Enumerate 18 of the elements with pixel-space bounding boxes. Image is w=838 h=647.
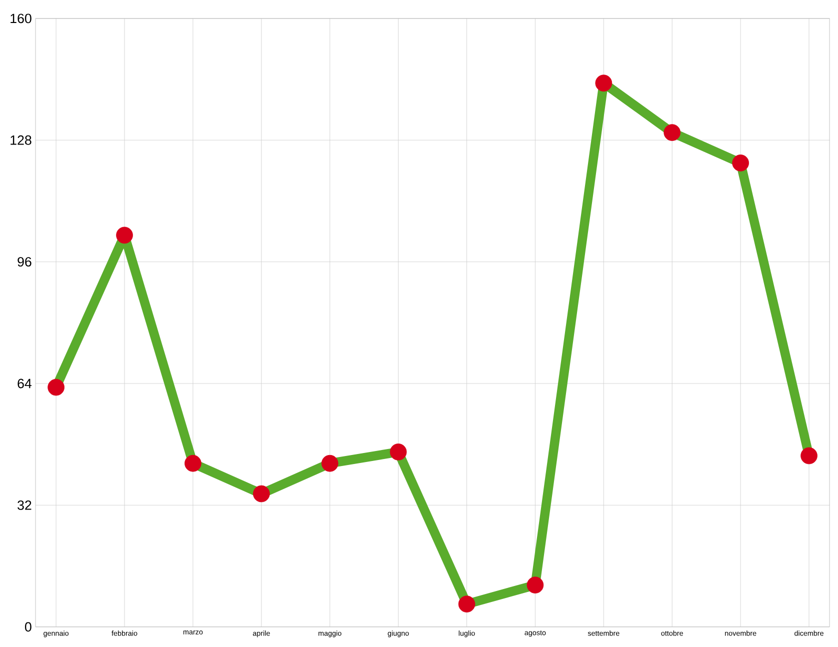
y-tick-label: 64 bbox=[18, 378, 32, 388]
point bbox=[458, 596, 476, 613]
point bbox=[664, 124, 681, 142]
point bbox=[526, 576, 544, 594]
point bbox=[800, 447, 818, 464]
y-tick-label: 96 bbox=[18, 257, 32, 267]
point bbox=[48, 378, 64, 396]
y-tick-label: 0 bbox=[24, 622, 32, 632]
point bbox=[732, 154, 749, 172]
point bbox=[390, 444, 407, 460]
y-tick-label: 32 bbox=[18, 500, 32, 510]
point bbox=[116, 226, 133, 244]
point bbox=[184, 455, 202, 472]
y-tick-label: 160 bbox=[10, 14, 32, 24]
point bbox=[252, 485, 270, 502]
y-tick-label: 128 bbox=[10, 136, 32, 145]
point bbox=[595, 74, 612, 92]
point bbox=[321, 455, 338, 472]
